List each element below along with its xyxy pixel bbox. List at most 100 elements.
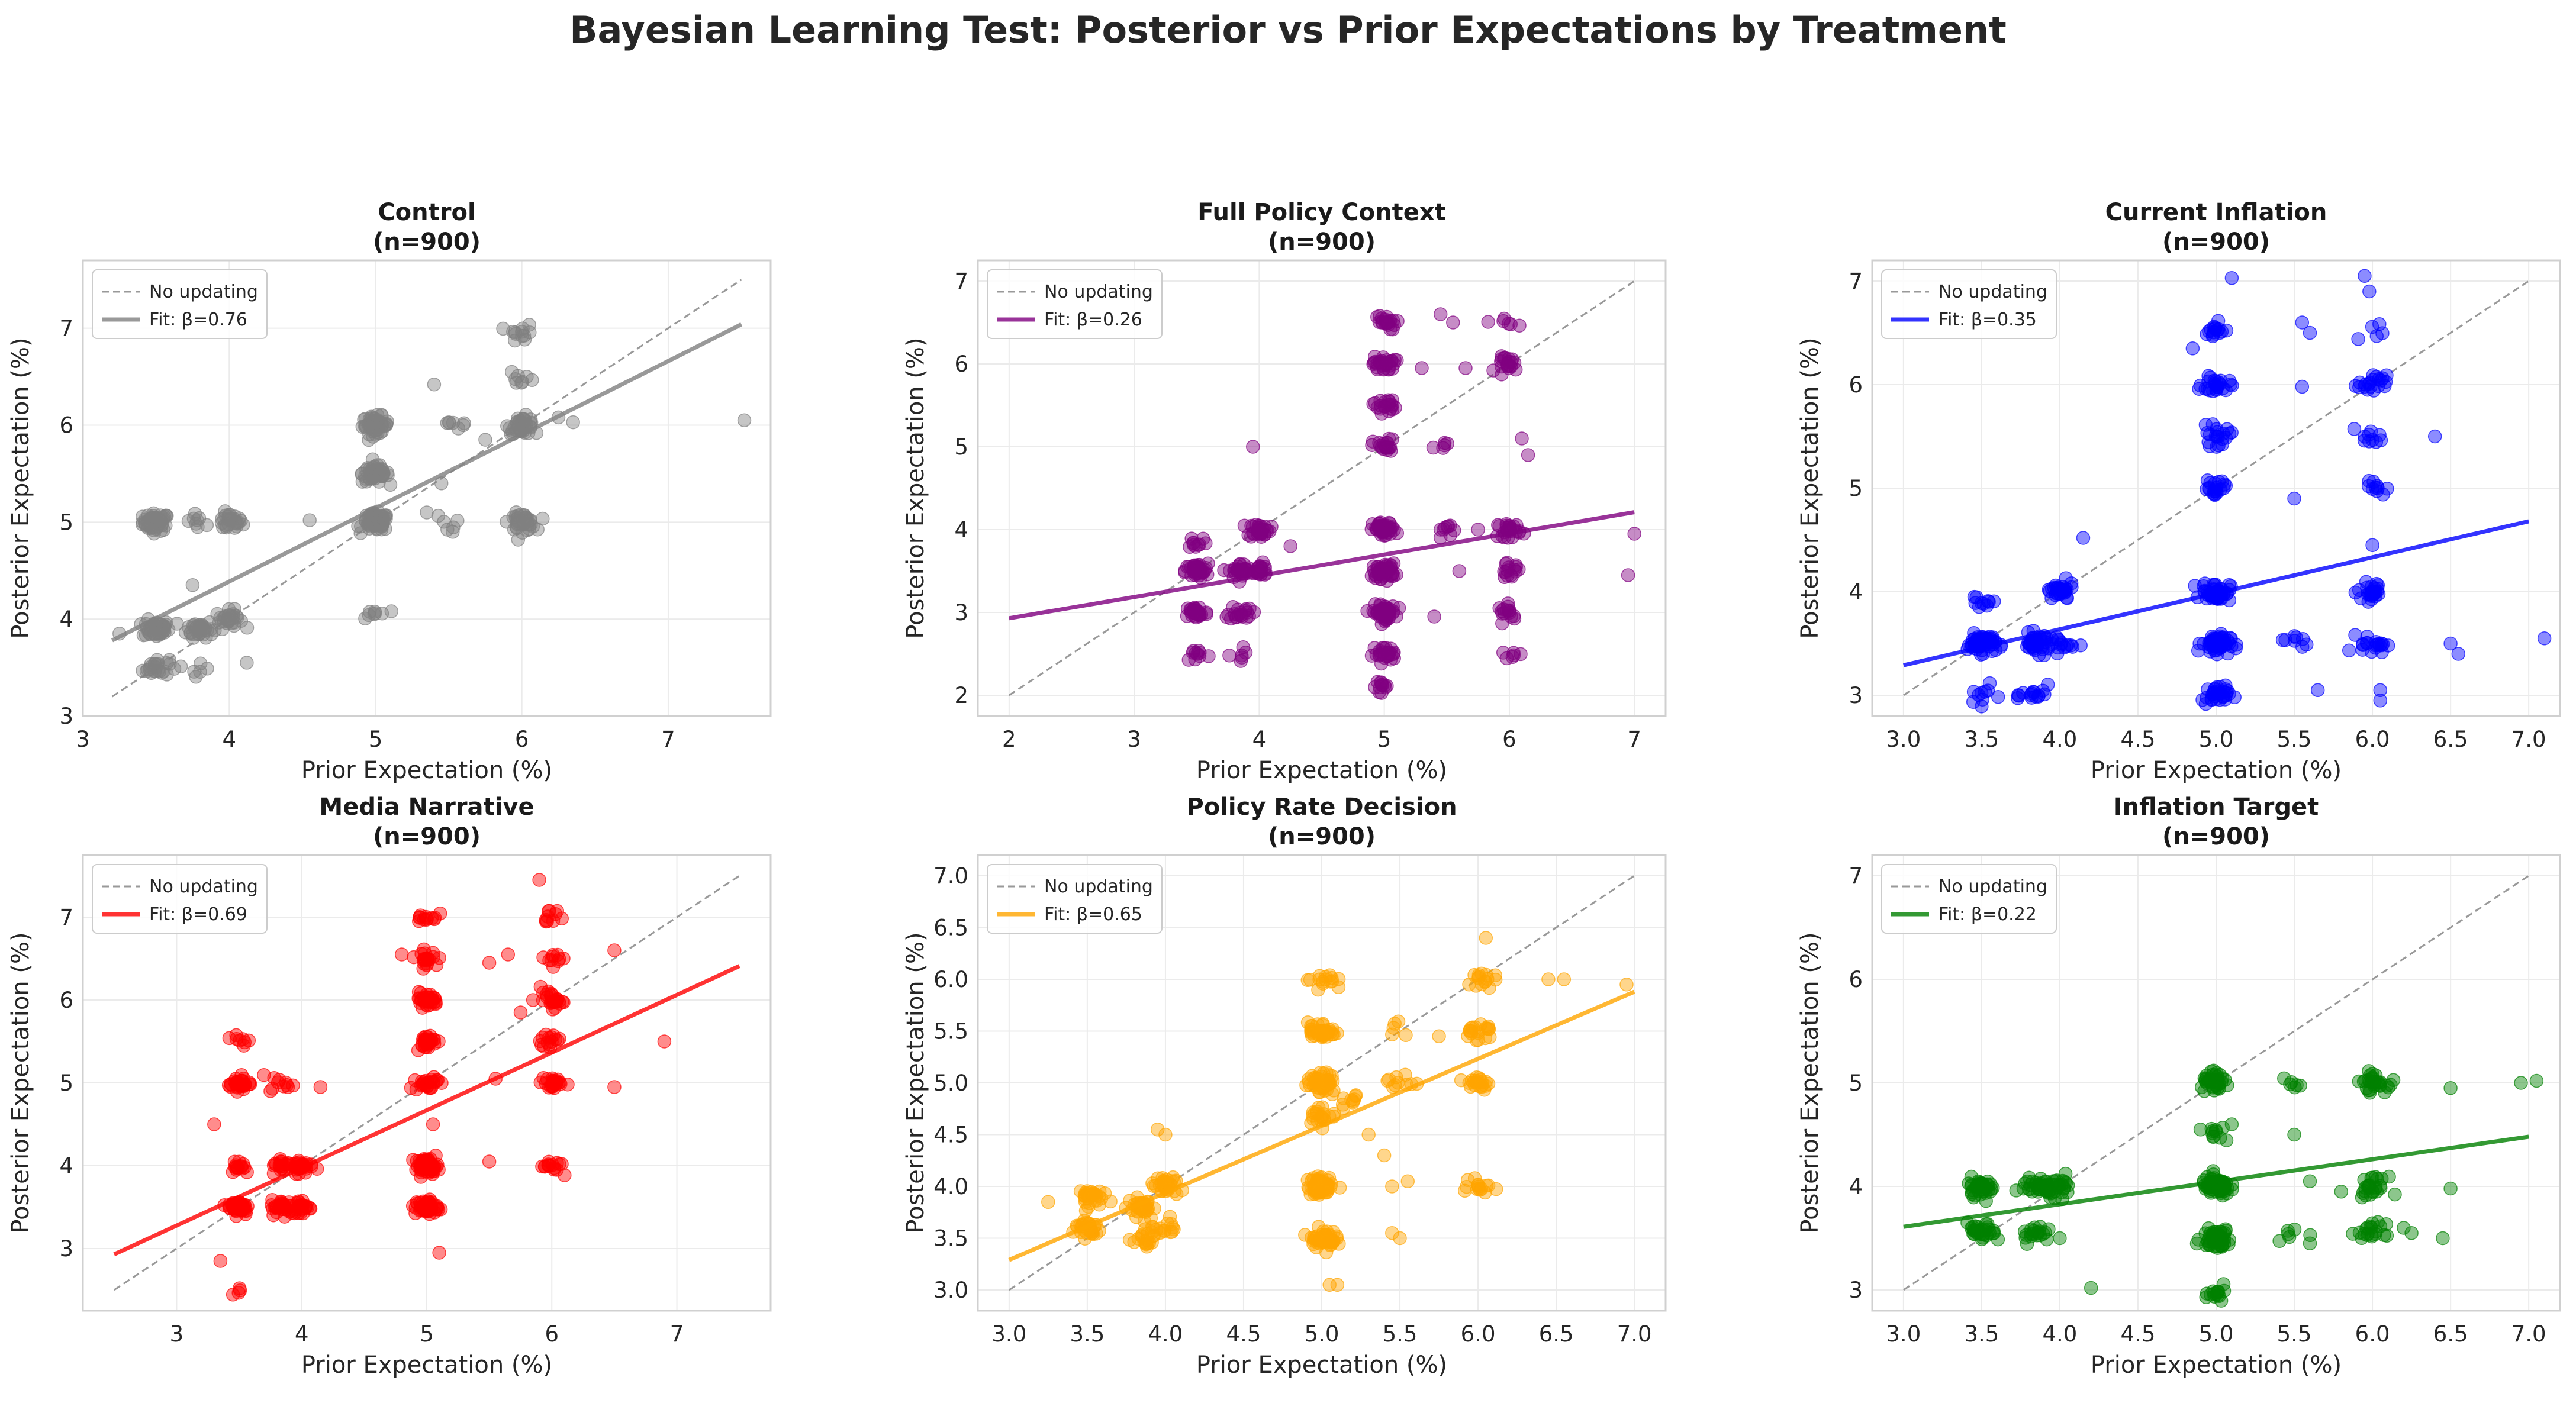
y-tick-label: 3 [59, 1236, 73, 1262]
y-tick-label: 6 [1849, 372, 1863, 398]
scatter-point [303, 514, 316, 527]
scatter-point [2202, 369, 2215, 382]
scatter-point [1522, 449, 1535, 462]
scatter-point [2034, 1229, 2047, 1242]
scatter-point [608, 944, 621, 957]
scatter-point [2210, 640, 2223, 653]
scatter-point [1471, 523, 1485, 536]
x-tick-label: 2 [1002, 727, 1016, 752]
scatter-point [1437, 441, 1450, 454]
x-tick-label: 5 [420, 1321, 434, 1347]
scatter-point [371, 408, 384, 421]
scatter-point [1557, 973, 1570, 986]
scatter-point [1310, 1076, 1323, 1089]
scatter-point [1378, 400, 1391, 413]
subplot-title: Current Inflation [2105, 199, 2327, 226]
y-tick-label: 3.5 [933, 1226, 968, 1252]
y-tick-label: 7 [954, 269, 968, 294]
x-tick-label: 4.0 [2042, 1321, 2077, 1347]
fit-line [1009, 512, 1634, 618]
scatter-point [537, 1040, 550, 1053]
scatter-point [1187, 538, 1200, 551]
scatter-point [1312, 1101, 1325, 1114]
y-tick-label: 6 [59, 988, 73, 1013]
x-tick-label: 3.0 [1886, 727, 1921, 752]
scatter-point [2225, 272, 2238, 285]
data-layer [1904, 876, 2543, 1307]
scatter-point [1089, 1188, 1102, 1201]
legend-fit-label: Fit: β=0.22 [1939, 904, 2037, 925]
subplot-subtitle: (n=900) [1268, 228, 1376, 256]
scatter-point [1332, 981, 1345, 994]
scatter-point [2343, 644, 2356, 657]
scatter-point [2363, 285, 2376, 298]
x-tick-label: 3.0 [1886, 1321, 1921, 1347]
scatter-point [2444, 1082, 2457, 1095]
scatter-point [2225, 426, 2238, 439]
scatter-point [552, 954, 565, 967]
scatter-point [1502, 605, 1515, 618]
y-tick-label: 3 [954, 600, 968, 625]
y-tick-label: 4.5 [933, 1123, 968, 1148]
scatter-point [1368, 356, 1382, 369]
y-tick-label: 7 [1849, 863, 1863, 889]
scatter-point [1459, 362, 1472, 375]
scatter-point [527, 994, 540, 1007]
y-tick-label: 4.0 [933, 1174, 968, 1199]
subplot-1: 2 3 4 5 6 7234567Prior Expectation (%)Posteri… [902, 199, 1666, 784]
scatter-point [1463, 1076, 1476, 1089]
scatter-point [2311, 683, 2324, 696]
scatter-point [608, 1081, 621, 1094]
x-tick-label: 4 [222, 727, 236, 752]
scatter-point [199, 621, 212, 634]
scatter-point [140, 665, 153, 678]
scatter-points [1961, 1064, 2543, 1307]
legend-fit-label: Fit: β=0.35 [1939, 309, 2037, 330]
scatter-point [2359, 378, 2372, 391]
y-tick-label: 3 [59, 704, 73, 729]
y-tick-label: 7 [1849, 269, 1863, 294]
y-tick-label: 6 [59, 413, 73, 438]
scatter-point [1965, 1180, 1978, 1193]
x-tick-label: 4.5 [1226, 1321, 1261, 1347]
subplot-subtitle: (n=900) [373, 228, 481, 256]
x-axis-label: Prior Expectation (%) [2091, 757, 2342, 784]
scatter-point [230, 1028, 243, 1041]
scatter-point [1432, 1030, 1445, 1043]
scatter-point [191, 521, 204, 534]
scatter-point [446, 525, 459, 538]
scatter-point [2036, 684, 2049, 697]
data-layer [112, 280, 751, 696]
scatter-point [1373, 437, 1386, 450]
scatter-point [2369, 1225, 2382, 1238]
subplot-title: Inflation Target [2114, 794, 2319, 821]
scatter-point [2213, 475, 2226, 488]
scatter-point [533, 873, 546, 886]
x-tick-label: 6.0 [1461, 1321, 1496, 1347]
legend: No updatingFit: β=0.35 [1882, 270, 2056, 338]
scatter-point [526, 520, 539, 533]
scatter-point [2452, 647, 2465, 660]
scatter-point [2085, 1282, 2098, 1295]
scatter-point [537, 951, 550, 964]
scatter-point [542, 910, 555, 923]
scatter-point [1434, 523, 1447, 536]
scatter-point [1321, 1174, 1334, 1187]
scatter-point [2352, 333, 2365, 346]
scatter-point [433, 1246, 446, 1259]
scatter-point [1453, 565, 1466, 578]
scatter-point [420, 506, 433, 519]
scatter-point [214, 1254, 227, 1267]
x-tick-label: 4.0 [2042, 727, 2077, 752]
scatter-point [1386, 323, 1399, 336]
scatter-point [405, 1081, 418, 1094]
scatter-point [2388, 1188, 2401, 1201]
y-tick-label: 3 [1849, 1278, 1863, 1303]
x-tick-label: 6 [545, 1321, 559, 1347]
scatter-point [1542, 973, 1555, 986]
scatter-point [292, 1207, 305, 1220]
scatter-point [2366, 320, 2379, 333]
scatter-point [1979, 685, 1992, 698]
scatter-point [2382, 1170, 2395, 1183]
scatter-point [1379, 558, 1392, 571]
